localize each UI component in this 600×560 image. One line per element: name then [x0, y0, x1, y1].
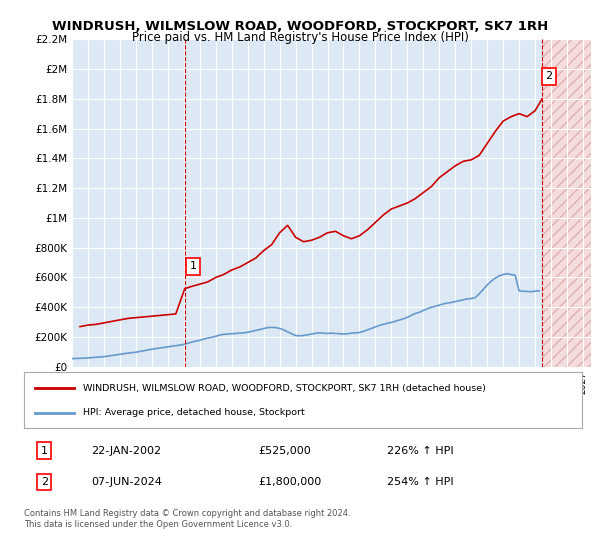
- Text: £1,800,000: £1,800,000: [259, 477, 322, 487]
- Text: 07-JUN-2024: 07-JUN-2024: [91, 477, 162, 487]
- Text: WINDRUSH, WILMSLOW ROAD, WOODFORD, STOCKPORT, SK7 1RH (detached house): WINDRUSH, WILMSLOW ROAD, WOODFORD, STOCK…: [83, 384, 485, 393]
- Text: Contains HM Land Registry data © Crown copyright and database right 2024.
This d: Contains HM Land Registry data © Crown c…: [24, 509, 350, 529]
- Text: HPI: Average price, detached house, Stockport: HPI: Average price, detached house, Stoc…: [83, 408, 304, 417]
- Text: 1: 1: [190, 262, 197, 271]
- Text: 22-JAN-2002: 22-JAN-2002: [91, 446, 161, 456]
- Text: 254% ↑ HPI: 254% ↑ HPI: [387, 477, 454, 487]
- Bar: [542, 39, 591, 367]
- Text: 226% ↑ HPI: 226% ↑ HPI: [387, 446, 454, 456]
- Text: 1: 1: [41, 446, 48, 456]
- Text: £525,000: £525,000: [259, 446, 311, 456]
- Text: WINDRUSH, WILMSLOW ROAD, WOODFORD, STOCKPORT, SK7 1RH: WINDRUSH, WILMSLOW ROAD, WOODFORD, STOCK…: [52, 20, 548, 32]
- Text: Price paid vs. HM Land Registry's House Price Index (HPI): Price paid vs. HM Land Registry's House …: [131, 31, 469, 44]
- Text: 2: 2: [41, 477, 48, 487]
- Text: 2: 2: [545, 72, 553, 81]
